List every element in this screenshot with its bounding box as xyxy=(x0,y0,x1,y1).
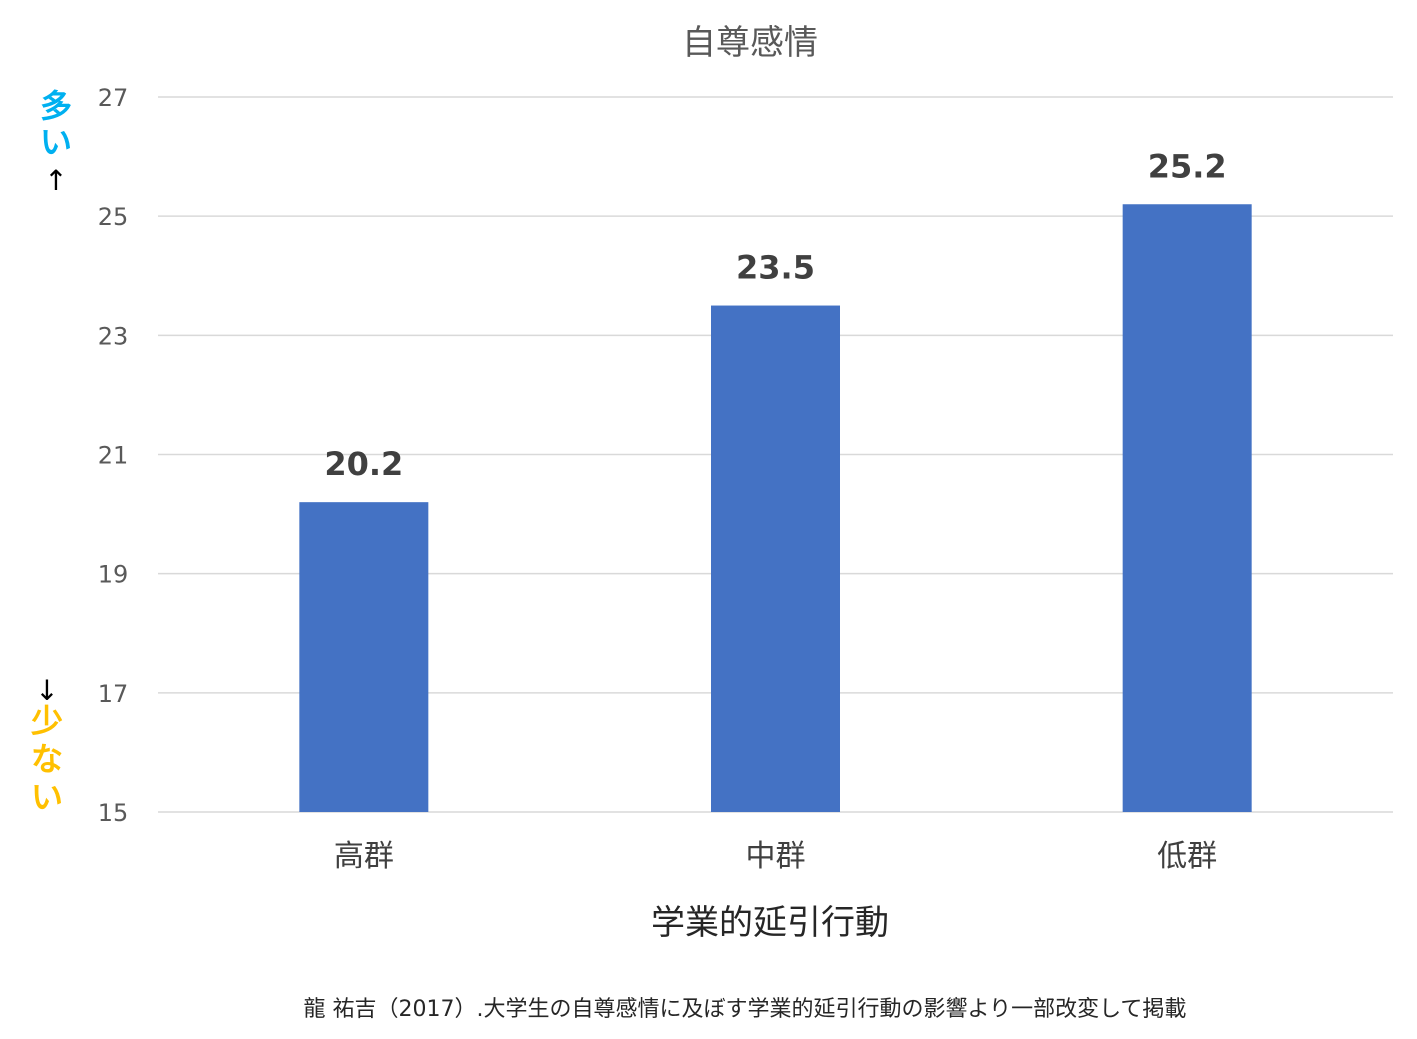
bar-低群 xyxy=(1122,204,1252,812)
x-category-label: 低群 xyxy=(1157,839,1217,874)
y-tick-label: 25 xyxy=(98,203,129,231)
less-char-2: な xyxy=(31,740,63,778)
less-char-3: い xyxy=(31,778,63,816)
more-annotation: 多 い ↑ xyxy=(40,87,72,197)
bars xyxy=(299,204,1252,812)
bar-高群 xyxy=(299,502,429,812)
y-axis-ticks: 15 17 19 21 23 25 27 xyxy=(98,84,129,827)
x-category-label: 高群 xyxy=(334,839,394,874)
data-labels: 20.2 23.5 25.2 xyxy=(324,147,1226,483)
down-arrow-icon: ↓ xyxy=(35,674,58,707)
less-annotation: ↓ 少 な い xyxy=(31,674,63,816)
chart-title: 自尊感情 xyxy=(682,23,818,63)
y-tick-label: 17 xyxy=(98,680,129,708)
y-tick-label: 19 xyxy=(98,561,129,589)
data-label: 23.5 xyxy=(736,249,815,287)
y-tick-label: 21 xyxy=(98,442,129,470)
x-axis-label: 学業的延引行動 xyxy=(651,903,889,943)
y-tick-label: 15 xyxy=(98,799,129,827)
data-label: 20.2 xyxy=(324,445,403,483)
up-arrow-icon: ↑ xyxy=(44,164,67,197)
data-label: 25.2 xyxy=(1148,147,1227,185)
x-category-label: 中群 xyxy=(746,839,806,874)
more-char-2: い xyxy=(40,123,72,161)
more-char-1: 多 xyxy=(40,87,72,125)
y-tick-label: 23 xyxy=(98,322,129,350)
less-char-1: 少 xyxy=(31,702,63,740)
bar-中群 xyxy=(711,305,840,812)
source-note: 龍 祐吉（2017）.大学生の自尊感情に及ぼす学業的延引行動の影響より一部改変し… xyxy=(304,997,1187,1022)
y-tick-label: 27 xyxy=(98,84,129,112)
x-axis-categories: 高群 中群 低群 xyxy=(334,839,1217,874)
